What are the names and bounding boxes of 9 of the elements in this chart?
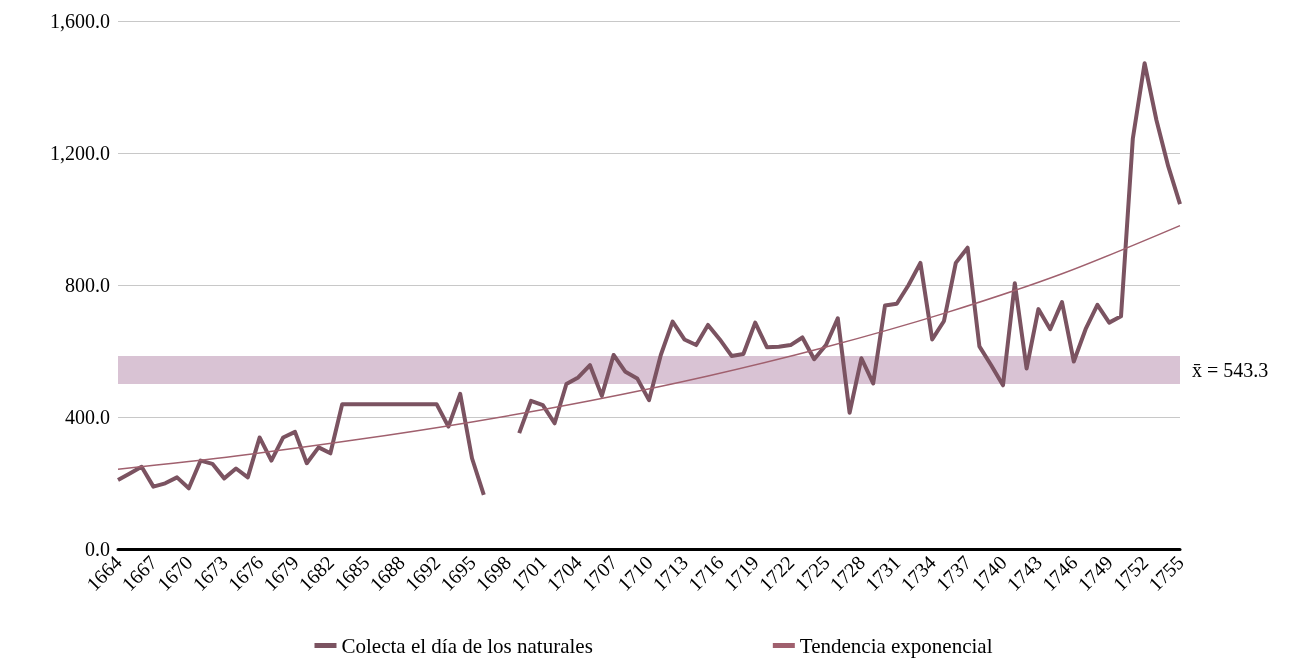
line-series	[117, 224, 1181, 470]
y-tick-label: 1,200.0	[50, 142, 110, 164]
y-tick-label: 0.0	[85, 538, 110, 560]
y-tick-label: 1,600.0	[50, 10, 110, 32]
y-tick-label: 400.0	[65, 406, 110, 428]
legend-label: Colecta el día de los naturales	[341, 633, 593, 658]
legend-label: Tendencia exponencial	[799, 633, 993, 658]
y-tick-label: 800.0	[65, 274, 110, 296]
band-label: x̄ = 543.3	[1192, 358, 1269, 381]
